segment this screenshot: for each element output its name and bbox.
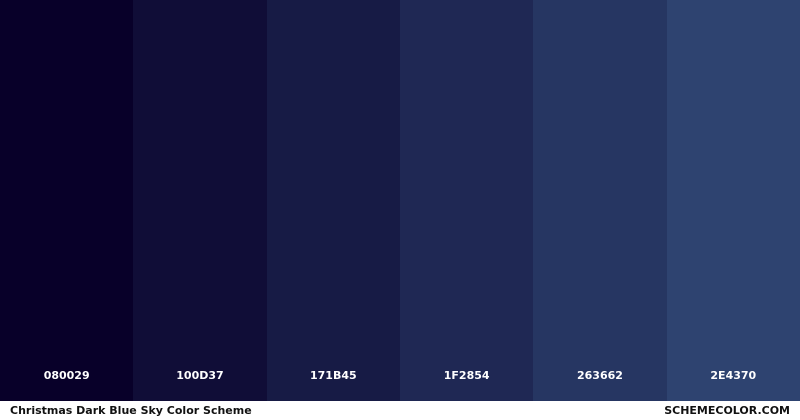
hex-code: 100D37 [176, 369, 224, 382]
color-swatches: 080029 100D37 171B45 1F2854 263662 2E437… [0, 0, 800, 401]
hex-code: 171B45 [309, 369, 357, 382]
hex-code: 2E4370 [710, 369, 757, 382]
color-swatch: 2E4370 [666, 0, 800, 401]
hex-code: 080029 [43, 369, 90, 382]
footer: Christmas Dark Blue Sky Color Scheme SCH… [0, 401, 800, 420]
color-swatch: 080029 [0, 0, 134, 401]
hex-code: 1F2854 [443, 369, 490, 382]
color-swatch: 100D37 [133, 0, 267, 401]
color-swatch: 263662 [533, 0, 667, 401]
color-swatch: 171B45 [266, 0, 400, 401]
hex-code: 263662 [577, 369, 623, 382]
scheme-title: Christmas Dark Blue Sky Color Scheme [10, 404, 252, 417]
color-swatch: 1F2854 [399, 0, 534, 401]
site-name: SCHEMECOLOR.COM [664, 404, 790, 417]
